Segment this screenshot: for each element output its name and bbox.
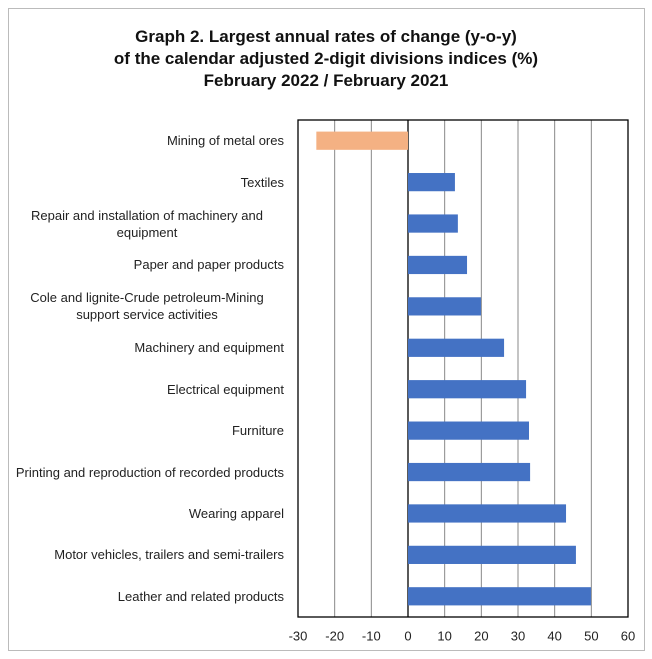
bar bbox=[316, 131, 408, 150]
x-tick-label: 20 bbox=[474, 628, 488, 643]
category-text: Furniture bbox=[231, 423, 284, 439]
bar bbox=[408, 462, 531, 482]
x-tick-label: 10 bbox=[437, 628, 451, 643]
category-text: Leather and related products bbox=[117, 588, 284, 604]
y-tick-label: Furniture bbox=[10, 422, 284, 439]
y-tick-label: Machinery and equipment bbox=[10, 339, 284, 356]
category-text: Paper and paper products bbox=[133, 257, 284, 273]
x-tick-label: 40 bbox=[547, 628, 561, 643]
x-tick-label: 30 bbox=[511, 628, 525, 643]
plot-border bbox=[297, 119, 629, 618]
category-text: Repair and installation of machinery and… bbox=[31, 207, 263, 240]
bar bbox=[408, 297, 481, 316]
category-text: Wearing apparel bbox=[188, 505, 284, 521]
bar bbox=[408, 380, 527, 399]
y-tick-label: Textiles bbox=[10, 174, 284, 191]
bar bbox=[408, 504, 567, 523]
x-tick-label: -30 bbox=[289, 628, 308, 643]
chart-border bbox=[8, 8, 645, 651]
y-tick-label: Motor vehicles, trailers and semi-traile… bbox=[10, 546, 284, 563]
bar bbox=[408, 338, 505, 357]
y-tick-label: Leather and related products bbox=[10, 588, 284, 605]
bar bbox=[408, 173, 455, 192]
category-text: Machinery and equipment bbox=[134, 340, 284, 356]
x-tick-label: -10 bbox=[362, 628, 381, 643]
y-tick-label: Mining of metal ores bbox=[10, 132, 284, 149]
category-text: Printing and reproduction of recorded pr… bbox=[15, 464, 284, 480]
bar bbox=[408, 255, 468, 275]
chart-title: Graph 2. Largest annual rates of change … bbox=[0, 26, 652, 92]
bar bbox=[408, 421, 529, 440]
category-text: Mining of metal ores bbox=[166, 133, 284, 149]
y-tick-label: Repair and installation of machinery and… bbox=[10, 207, 284, 241]
y-tick-label: Wearing apparel bbox=[10, 505, 284, 522]
category-text: Textiles bbox=[240, 174, 284, 190]
bar bbox=[408, 214, 458, 233]
title-line: Graph 2. Largest annual rates of change … bbox=[135, 27, 517, 46]
category-text: Electrical equipment bbox=[166, 381, 284, 397]
title-line: of the calendar adjusted 2-digit divisio… bbox=[113, 49, 539, 68]
y-tick-label: Printing and reproduction of recorded pr… bbox=[10, 464, 284, 481]
x-tick-label: 60 bbox=[621, 628, 635, 643]
y-tick-label: Electrical equipment bbox=[10, 381, 284, 398]
bar bbox=[408, 587, 591, 606]
x-tick-label: -20 bbox=[325, 628, 344, 643]
y-tick-label: Cole and lignite-Crude petroleum-Mining … bbox=[10, 289, 284, 323]
bar bbox=[408, 545, 576, 564]
x-tick-label: 50 bbox=[584, 628, 598, 643]
category-text: Motor vehicles, trailers and semi-traile… bbox=[54, 547, 284, 563]
category-text: Cole and lignite-Crude petroleum-Mining … bbox=[30, 290, 264, 323]
x-tick-label: 0 bbox=[404, 628, 411, 643]
title-line: February 2022 / February 2021 bbox=[203, 71, 449, 90]
y-tick-label: Paper and paper products bbox=[10, 256, 284, 273]
